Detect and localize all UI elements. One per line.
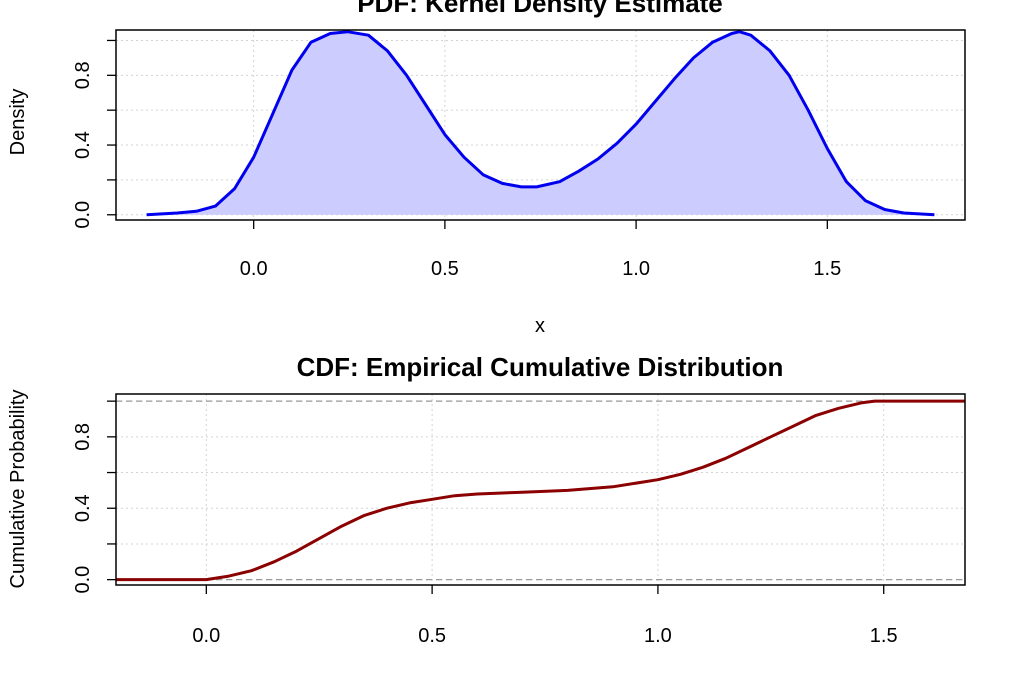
cdf-x-tick-label: 0.5 [418, 625, 446, 647]
pdf-x-tick-label: 0.0 [240, 258, 268, 280]
pdf-y-tick-label: 0.0 [72, 201, 94, 229]
cdf-panel: CDF: Empirical Cumulative Distribution C… [7, 352, 966, 647]
pdf-y-axis-label: Density [7, 89, 29, 156]
cdf-y-tick-label: 0.0 [72, 566, 94, 594]
pdf-y-tick-label: 0.8 [72, 61, 94, 89]
cdf-step-line [116, 399, 965, 582]
cdf-title: CDF: Empirical Cumulative Distribution [297, 352, 784, 382]
cdf-y-tick-label: 0.8 [72, 423, 94, 451]
cdf-y-axis-label: Cumulative Probability [7, 390, 29, 589]
pdf-axes: 0.0 0.5 1.0 1.5 0.0 0.4 0.8 [72, 39, 841, 280]
pdf-y-tick-label: 0.4 [72, 131, 94, 159]
cdf-reference-lines [116, 400, 965, 581]
cdf-plot-frame [115, 393, 966, 586]
cdf-x-tick-label: 1.0 [644, 625, 672, 647]
cdf-axes: 0.0 0.5 1.0 1.5 0.0 0.4 0.8 [72, 400, 898, 647]
pdf-density-fill [146, 31, 935, 215]
pdf-plot-frame [115, 29, 966, 221]
cdf-y-tick-label: 0.4 [72, 494, 94, 522]
pdf-panel: PDF: Kernel Density Estimate Density x 0… [7, 0, 966, 337]
cdf-grid [116, 394, 965, 585]
pdf-x-tick-label: 0.5 [431, 258, 459, 280]
pdf-x-tick-label: 1.5 [813, 258, 841, 280]
pdf-title: PDF: Kernel Density Estimate [357, 0, 723, 18]
cdf-x-tick-label: 1.5 [870, 625, 898, 647]
pdf-x-tick-label: 1.0 [622, 258, 650, 280]
cdf-x-tick-label: 0.0 [192, 625, 220, 647]
pdf-x-axis-label: x [535, 315, 545, 337]
pdf-density-line [146, 30, 935, 217]
